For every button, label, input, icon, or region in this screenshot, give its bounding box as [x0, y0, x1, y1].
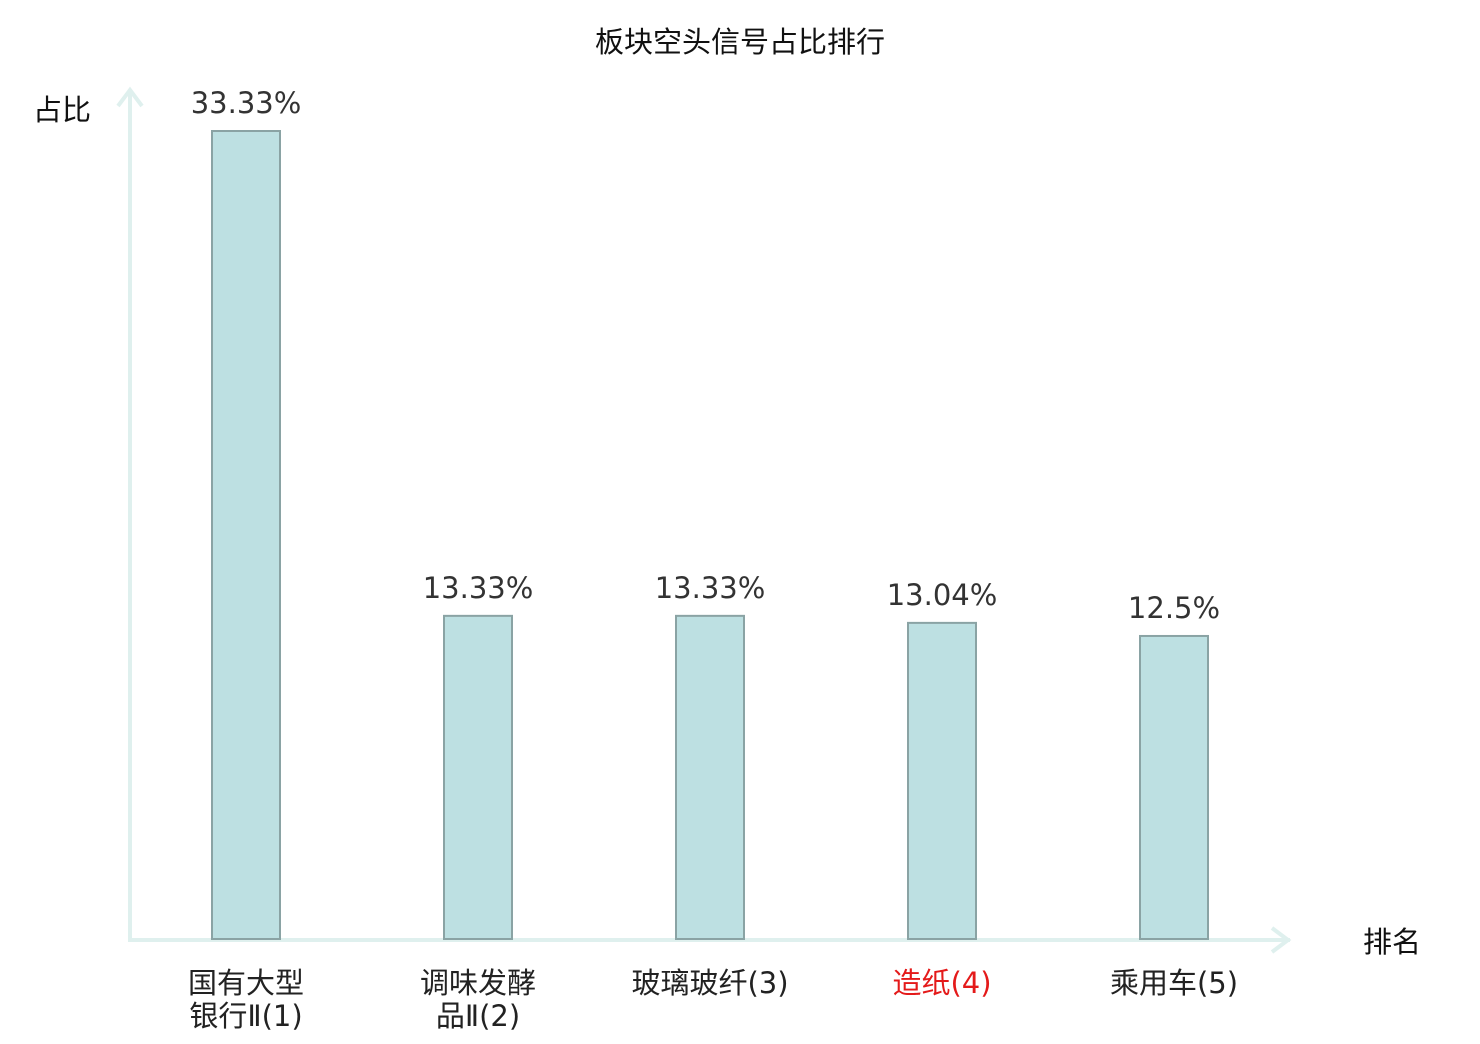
value-label-5: 12.5% [1128, 591, 1220, 625]
bar-5 [1139, 634, 1209, 941]
chart-title: 板块空头信号占比排行 [595, 25, 885, 59]
category-label-2: 调味发酵品Ⅱ(2) [420, 966, 536, 1033]
category-label-5: 乘用车(5) [1110, 966, 1238, 1000]
value-label-3: 13.33% [655, 571, 766, 605]
x-axis-arrow-icon [1270, 926, 1292, 954]
category-label-line: 银行Ⅱ(1) [189, 999, 302, 1033]
category-label-1: 国有大型银行Ⅱ(1) [188, 966, 304, 1033]
x-axis-label: 排名 [1363, 925, 1421, 959]
y-axis-label: 占比 [33, 93, 91, 127]
category-label-line: 品Ⅱ(2) [436, 999, 520, 1033]
category-label-line: 乘用车(5) [1110, 966, 1238, 1000]
y-axis-arrow-icon [116, 86, 144, 108]
value-labels: 33.33% 13.33% 13.33% 13.04% 12.5% [191, 86, 1220, 625]
bar-2 [443, 614, 513, 941]
category-label-line: 国有大型 [188, 966, 304, 1000]
value-label-1: 33.33% [191, 86, 302, 120]
category-labels: 国有大型银行Ⅱ(1) 调味发酵品Ⅱ(2) 玻璃玻纤(3) 造纸(4) 乘用车(5) [188, 966, 1238, 1033]
category-label-line: 玻璃玻纤(3) [631, 966, 788, 1000]
category-label-line: 调味发酵 [420, 966, 536, 1000]
bar-1 [211, 130, 281, 940]
category-label-4: 造纸(4) [892, 966, 991, 1000]
bars [211, 130, 1209, 941]
category-label-line: 造纸(4) [892, 966, 991, 1000]
category-label-3: 玻璃玻纤(3) [631, 966, 788, 1000]
bar-4 [907, 621, 977, 940]
value-label-4: 13.04% [887, 578, 998, 612]
value-label-2: 13.33% [423, 571, 534, 605]
bar-3 [675, 614, 745, 941]
